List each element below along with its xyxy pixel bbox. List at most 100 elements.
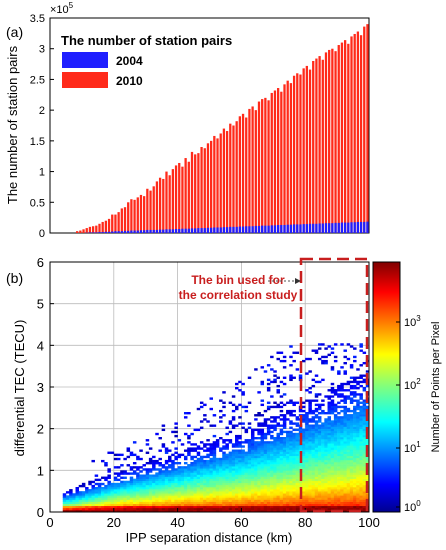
heatmap-cell (235, 445, 239, 448)
heatmap-cell (286, 489, 290, 492)
heatmap-cell (104, 505, 108, 509)
heatmap-cell (359, 424, 363, 427)
heatmap-cell (340, 420, 344, 423)
heatmap-cell (321, 503, 325, 507)
heatmap-cell (85, 489, 89, 492)
heatmap-cell (266, 505, 271, 509)
heatmap-cell (155, 507, 159, 511)
heatmap-cell (270, 434, 274, 438)
heatmap-cell (148, 491, 153, 494)
heatmap-cell (97, 501, 102, 504)
heatmap-cell (196, 487, 201, 490)
heatmap-cell (289, 470, 293, 473)
heatmap-cell (190, 476, 194, 479)
heatmap-cell (343, 430, 347, 434)
heatmap-cell (308, 403, 312, 407)
heatmap-cell (78, 503, 83, 507)
heatmap-cell (282, 487, 287, 490)
heatmap-cell (244, 455, 249, 459)
heatmap-cell (359, 449, 363, 452)
heatmap-cell (174, 487, 178, 490)
heatmap-cell (171, 468, 175, 471)
heatmap-cell (302, 443, 306, 446)
heatmap-cell (244, 474, 249, 477)
heatmap-cell (273, 380, 277, 384)
heatmap-cell (289, 468, 293, 471)
heatmap-cell (317, 412, 322, 415)
bar-2010 (98, 223, 101, 233)
heatmap-cell (120, 509, 124, 512)
heatmap-cell (199, 441, 204, 444)
heatmap-cell (94, 487, 99, 490)
heatmap-cell (321, 343, 325, 346)
heatmap-cell (132, 484, 137, 488)
heatmap-cell (311, 447, 316, 450)
heatmap-cell (327, 491, 332, 494)
heatmap-cell (295, 437, 300, 440)
heatmap-cell (107, 476, 111, 479)
heatmap-cell (308, 482, 312, 486)
heatmap-cell (91, 505, 95, 509)
heatmap-cell (238, 495, 242, 498)
heatmap-cell (81, 499, 86, 502)
heatmap-cell (346, 503, 351, 507)
heatmap-cell (247, 505, 252, 509)
heatmap-cell (346, 507, 351, 511)
heatmap-cell (238, 434, 242, 438)
heatmap-cell (273, 445, 277, 448)
heatmap-cell (327, 432, 332, 436)
bar-2010 (305, 65, 308, 234)
heatmap-cell (279, 505, 284, 509)
heatmap-cell (305, 399, 309, 402)
heatmap-cell (136, 493, 140, 496)
heatmap-cell (97, 503, 102, 507)
heatmap-cell (247, 401, 252, 404)
heatmap-cell (148, 462, 153, 465)
heatmap-cell (305, 372, 309, 375)
heatmap-cell (276, 453, 280, 457)
heatmap-cell (337, 459, 341, 463)
bar-2004 (91, 232, 95, 233)
heatmap-cell (343, 372, 347, 375)
heatmap-cell (187, 434, 191, 438)
heatmap-cell (158, 489, 162, 492)
heatmap-cell (120, 503, 124, 507)
heatmap-cell (244, 497, 249, 500)
heatmap-cell (148, 470, 153, 473)
heatmap-cell (337, 466, 341, 469)
heatmap-cell (340, 493, 344, 496)
heatmap-cell (359, 495, 363, 498)
heatmap-cell (266, 407, 271, 411)
heatmap-cell (349, 416, 354, 419)
heatmap-cell (333, 505, 338, 509)
heatmap-cell (359, 487, 363, 490)
heatmap-cell (270, 405, 274, 409)
heatmap-cell (356, 405, 360, 409)
heatmap-cell (142, 474, 146, 477)
heatmap-cell (282, 418, 287, 421)
heatmap-cell (346, 501, 351, 504)
heatmap-cell (168, 464, 172, 467)
heatmap-cell (359, 407, 363, 411)
bar-2010 (225, 131, 229, 233)
heatmap-cell (279, 499, 284, 502)
heatmap-cell (279, 401, 284, 404)
heatmap-cell (97, 491, 102, 494)
bar-2010 (101, 221, 104, 233)
heatmap-cell (168, 489, 172, 492)
heatmap-cell (168, 499, 172, 502)
heatmap-cell (362, 449, 367, 452)
heatmap-cell (193, 491, 198, 494)
heatmap-cell (356, 464, 360, 467)
heatmap-cell (228, 491, 233, 494)
heatmap-cell (356, 426, 360, 429)
heatmap-cell (161, 464, 166, 467)
heatmap-cell (136, 482, 140, 486)
heatmap-cell (346, 407, 351, 411)
heatmap-cell (212, 441, 217, 444)
heatmap-cell (148, 509, 153, 512)
heatmap-cell (279, 482, 284, 486)
heatmap-cell (110, 507, 115, 511)
heatmap-cell (282, 445, 287, 448)
heatmap-cell (365, 439, 369, 442)
